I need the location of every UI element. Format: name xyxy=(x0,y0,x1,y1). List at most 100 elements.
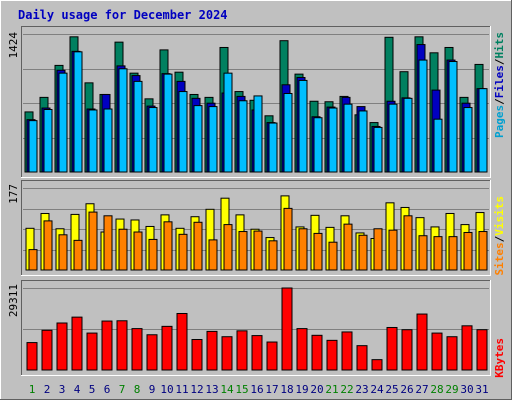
kbytes-bar-fill xyxy=(416,313,428,371)
sites-bar-fill xyxy=(208,239,218,271)
kbytes-bar xyxy=(341,331,353,371)
kbytes-bar xyxy=(41,329,53,371)
x-tick-label: 31 xyxy=(475,383,488,396)
kbytes-bar xyxy=(56,322,68,371)
sites-bar xyxy=(238,231,248,271)
sites-bar-fill xyxy=(328,241,338,271)
x-tick-label: 12 xyxy=(190,383,203,396)
sites-bar xyxy=(223,224,233,271)
kbytes-bar xyxy=(401,329,413,371)
kbytes-bar-fill xyxy=(371,359,383,371)
pages-bar xyxy=(238,100,248,173)
x-tick-label: 17 xyxy=(265,383,278,396)
sites-bar-fill xyxy=(343,223,353,271)
kbytes-bar xyxy=(86,332,98,371)
pages-bar-fill xyxy=(388,103,398,173)
x-tick-label: 7 xyxy=(119,383,126,396)
kbytes-bar xyxy=(416,313,428,371)
kbytes-bar-fill xyxy=(86,332,98,371)
pages-bar xyxy=(28,120,38,173)
sites-bar-fill xyxy=(418,235,428,271)
sites-bar xyxy=(178,233,188,271)
sites-bar xyxy=(433,236,443,271)
pages-bar xyxy=(58,72,68,173)
kbytes-bar xyxy=(206,330,218,371)
sites-bar xyxy=(268,240,278,271)
pages-bar-fill xyxy=(148,107,158,173)
sites-bar-fill xyxy=(448,236,458,271)
legend-middle: Sites/Visits xyxy=(493,196,506,276)
pages-bar-fill xyxy=(88,109,98,173)
pages-bar-fill xyxy=(358,110,368,173)
pages-bar xyxy=(253,95,263,173)
legend-visits: Visits xyxy=(493,196,506,236)
sites-bar-fill xyxy=(193,221,203,271)
sites-bar xyxy=(463,231,473,271)
pages-bar-fill xyxy=(448,61,458,173)
x-tick-label: 4 xyxy=(74,383,81,396)
sites-bar xyxy=(28,249,38,271)
pages-bar xyxy=(358,110,368,173)
sites-bar xyxy=(403,215,413,271)
pages-bar xyxy=(43,108,53,173)
kbytes-bar-fill xyxy=(476,329,488,371)
sites-bar-fill xyxy=(313,232,323,271)
kbytes-bar-fill xyxy=(446,336,458,371)
sites-bar xyxy=(118,228,128,271)
sites-bar xyxy=(103,215,113,271)
pages-bar xyxy=(448,61,458,173)
kbytes-bar-fill xyxy=(326,339,338,371)
kbytes-bar xyxy=(176,312,188,371)
x-tick-label: 18 xyxy=(280,383,293,396)
pages-bar xyxy=(178,91,188,173)
pages-bar xyxy=(388,103,398,173)
sites-bar xyxy=(448,236,458,271)
sites-bar-fill xyxy=(58,234,68,271)
kbytes-bar-fill xyxy=(161,325,173,371)
pages-bar-fill xyxy=(313,117,323,173)
kbytes-bar-fill xyxy=(266,341,278,371)
pages-bar xyxy=(313,117,323,173)
sites-bar xyxy=(208,239,218,271)
sites-bar-fill xyxy=(88,211,98,271)
kbytes-bar-fill xyxy=(131,328,143,371)
sites-bar-fill xyxy=(373,228,383,271)
x-tick-label: 3 xyxy=(59,383,66,396)
pages-bar-fill xyxy=(403,97,413,173)
x-tick-label: 19 xyxy=(295,383,308,396)
pages-bar xyxy=(133,80,143,173)
sites-bar xyxy=(58,234,68,271)
kbytes-bar xyxy=(296,328,308,371)
pages-bar-fill xyxy=(73,51,83,173)
pages-bar-fill xyxy=(238,100,248,173)
pages-bar-fill xyxy=(253,95,263,173)
sites-bar xyxy=(388,229,398,271)
x-tick-label: 21 xyxy=(325,383,338,396)
kbytes-bar-fill xyxy=(236,330,248,371)
x-tick-label: 10 xyxy=(160,383,173,396)
sites-bar-fill xyxy=(283,207,293,271)
sites-bar xyxy=(373,228,383,271)
sites-bar xyxy=(163,221,173,271)
pages-bar xyxy=(298,79,308,173)
kbytes-bar xyxy=(101,320,113,371)
kbytes-bar xyxy=(251,335,263,371)
pages-bar xyxy=(163,73,173,173)
kbytes-bar-fill xyxy=(56,322,68,371)
kbytes-bar-fill xyxy=(206,330,218,371)
y-max-label: 1424 xyxy=(7,32,20,59)
x-tick-label: 30 xyxy=(460,383,473,396)
kbytes-bar xyxy=(446,336,458,371)
pages-bar xyxy=(73,51,83,173)
sites-bar-fill xyxy=(148,238,158,271)
kbytes-bar-fill xyxy=(341,331,353,371)
kbytes-bar xyxy=(461,325,473,371)
kbytes-bar-fill xyxy=(281,287,293,371)
sites-bar-fill xyxy=(463,231,473,271)
sites-bar xyxy=(328,241,338,271)
x-tick-label: 29 xyxy=(445,383,458,396)
pages-bar-fill xyxy=(133,80,143,173)
kbytes-bar-fill xyxy=(386,326,398,371)
x-tick-label: 28 xyxy=(430,383,443,396)
